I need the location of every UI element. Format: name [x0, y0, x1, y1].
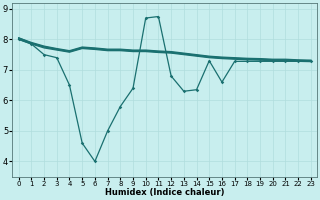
X-axis label: Humidex (Indice chaleur): Humidex (Indice chaleur) [105, 188, 225, 197]
